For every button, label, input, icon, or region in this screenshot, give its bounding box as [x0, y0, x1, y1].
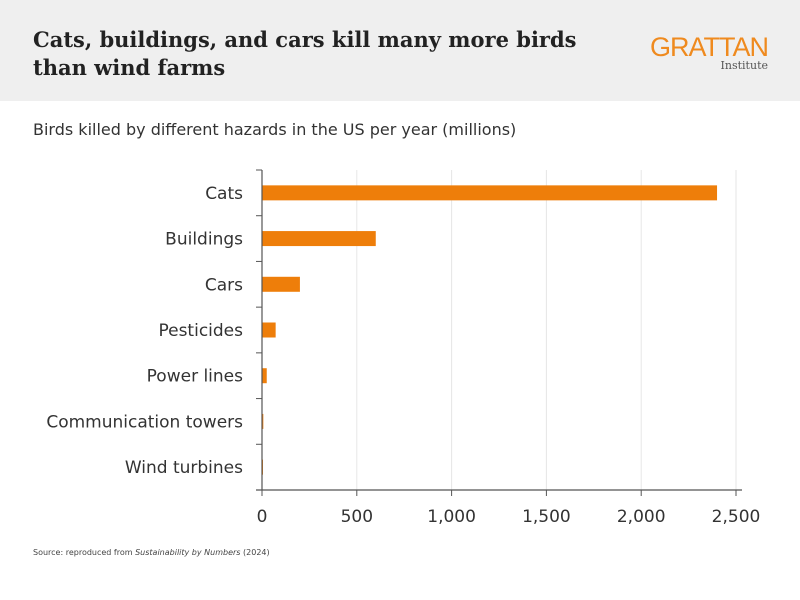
x-tick-label: 1,000 [427, 507, 476, 527]
source-note: Source: reproduced from Sustainability b… [33, 548, 270, 557]
category-label: Communication towers [46, 412, 243, 432]
source-prefix: Source: reproduced from [33, 548, 136, 557]
x-tick-label: 2,500 [712, 507, 761, 527]
bar-power-lines [262, 368, 267, 384]
category-label: Power lines [147, 367, 243, 387]
chart-title: Cats, buildings, and cars kill many more… [33, 27, 577, 80]
chart-subtitle: Birds killed by different hazards in the… [33, 120, 517, 139]
category-label: Pesticides [158, 321, 243, 341]
category-label: Wind turbines [125, 458, 243, 478]
category-label: Cats [205, 184, 243, 204]
logo-sub: Institute [720, 59, 768, 72]
bar-communication-towers [262, 413, 264, 429]
x-tick-label: 500 [341, 507, 373, 527]
bar-cars [262, 276, 300, 292]
header-band: Cats, buildings, and cars kill many more… [0, 0, 800, 101]
category-label: Buildings [165, 230, 243, 250]
x-tick-label: 2,000 [617, 507, 666, 527]
x-tick-label: 0 [257, 507, 268, 527]
bar-pesticides [262, 322, 276, 338]
logo-main: GRATTAN [650, 32, 769, 62]
x-tick-label: 1,500 [522, 507, 571, 527]
source-title: Sustainability by Numbers [135, 548, 241, 557]
source-year: (2024) [240, 548, 270, 557]
bar-buildings [262, 231, 376, 247]
grattan-logo: GRATTAN Institute [648, 32, 769, 72]
category-label: Cars [205, 275, 243, 295]
bar-cats [262, 185, 718, 201]
